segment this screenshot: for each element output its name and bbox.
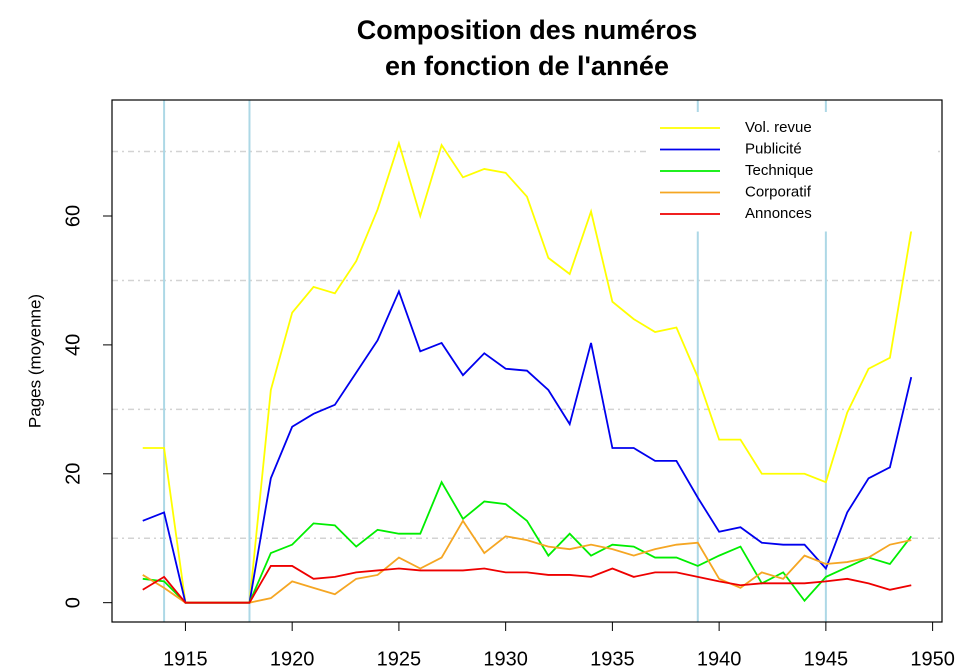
x-tick-label: 1950 [910, 648, 955, 670]
x-tick-label: 1920 [270, 648, 315, 670]
series-line [142, 140, 913, 604]
series-line [142, 480, 912, 604]
legend-label: Annonces [745, 205, 812, 222]
chart-title: en fonction de l'année [385, 51, 669, 81]
x-tick-label: 1915 [163, 648, 208, 670]
plot-frame [111, 99, 943, 623]
x-tick-label: 1935 [590, 648, 635, 670]
y-tick-label: 40 [62, 334, 84, 356]
x-tick-label: 1940 [697, 648, 742, 670]
y-tick-label: 60 [62, 205, 84, 227]
y-tick-label: 20 [62, 463, 84, 485]
legend-label: Corporatif [745, 183, 812, 200]
chart-title: Composition des numéros [357, 15, 698, 45]
legend-label: Publicité [745, 140, 802, 157]
series-line [142, 288, 913, 604]
series-line [142, 565, 912, 604]
x-tick-label: 1930 [483, 648, 528, 670]
y-axis-label: Pages (moyenne) [25, 294, 44, 428]
legend-label: Technique [745, 162, 813, 179]
x-tick-label: 1925 [377, 648, 422, 670]
x-tick-label: 1945 [804, 648, 849, 670]
series-line [142, 519, 912, 604]
y-tick-label: 0 [62, 597, 84, 608]
legend-label: Vol. revue [745, 119, 812, 136]
